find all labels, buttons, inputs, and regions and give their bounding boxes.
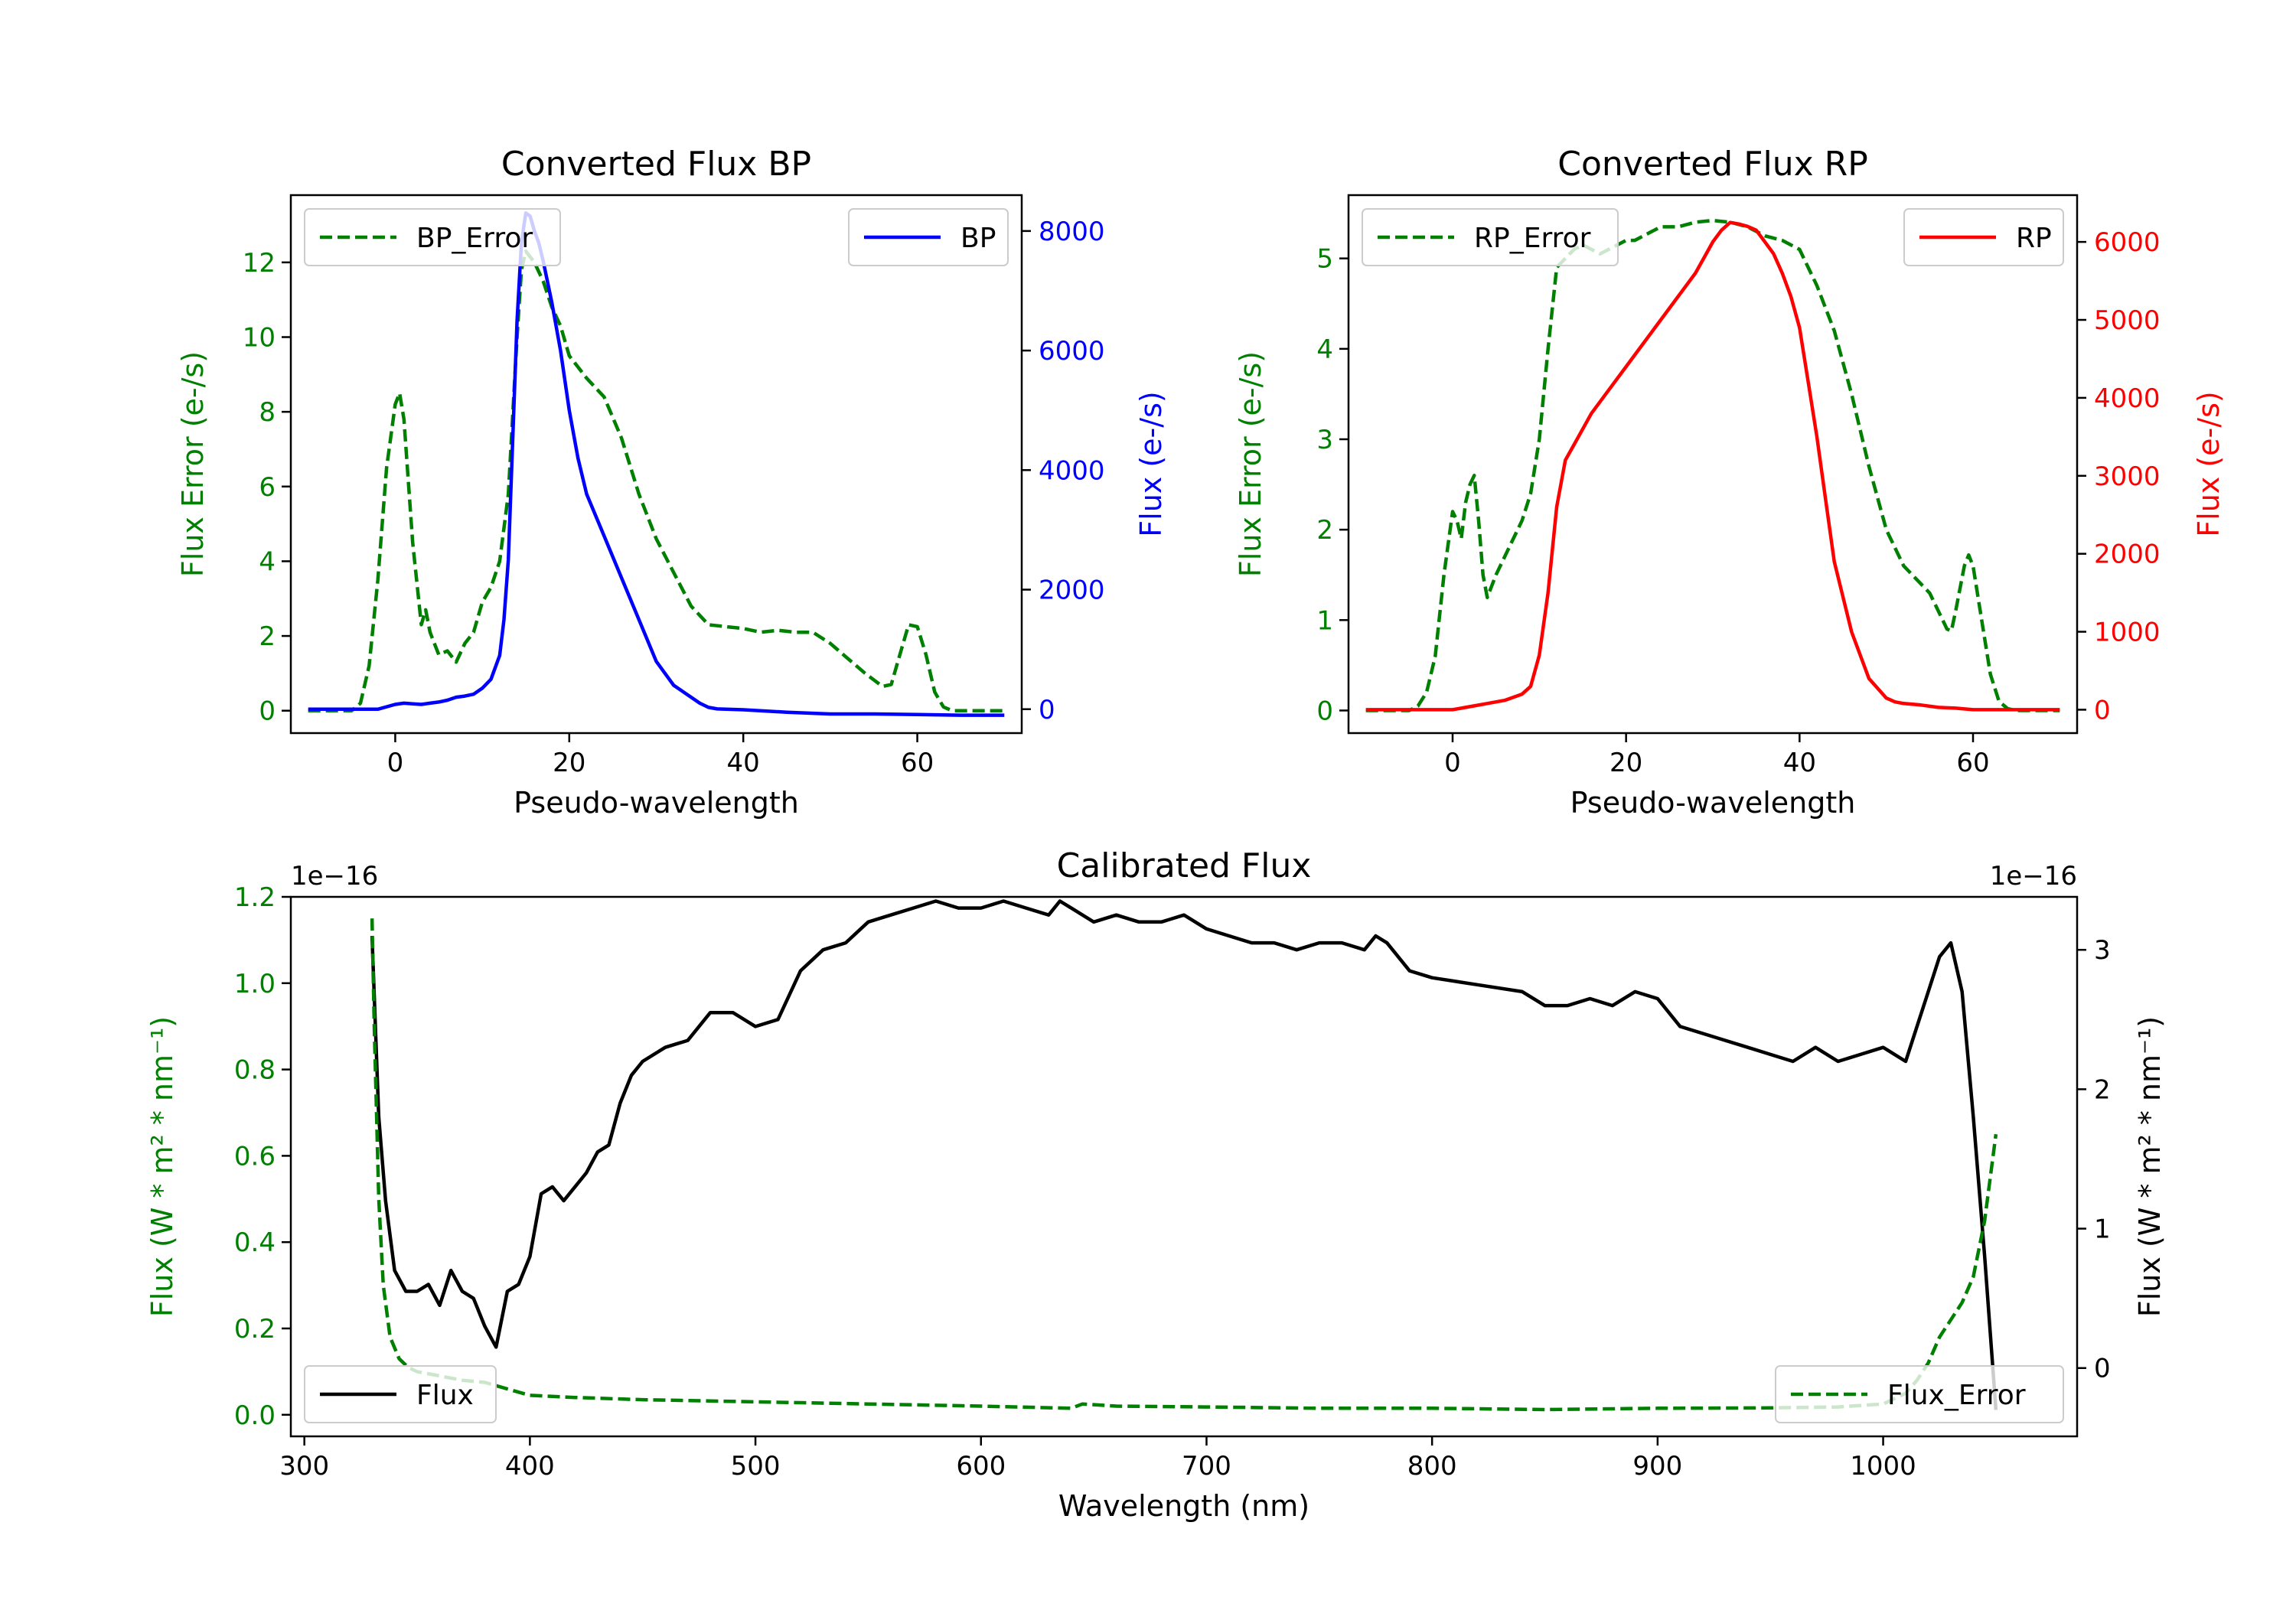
- y-left-tick-label: 0.4: [234, 1227, 276, 1258]
- y-left-axis-label: Flux (W * m² * nm⁻¹): [145, 1016, 179, 1317]
- y-right-tick-label: 6000: [2094, 227, 2161, 258]
- y-left-tick-label: 0: [259, 696, 276, 727]
- legend-upper-left: RP_Error: [1362, 208, 1619, 266]
- y-right-tick-label: 4000: [1039, 455, 1105, 486]
- x-tick-label: 700: [1182, 1451, 1231, 1482]
- legend-lower-right: Flux_Error: [1775, 1365, 2064, 1423]
- y-right-tick-label: 0: [2094, 1354, 2111, 1384]
- y-left-tick-label: 1.0: [234, 969, 276, 999]
- x-tick-label: 0: [1444, 748, 1461, 778]
- y-right-axis-label: Flux (W * m² * nm⁻¹): [2133, 1016, 2167, 1317]
- y-left-tick-label: 6: [259, 472, 276, 503]
- x-tick-label: 1000: [1850, 1451, 1916, 1482]
- y-right-axis-label: Flux (e-/s): [1134, 391, 1168, 536]
- legend-upper-right: BP: [848, 208, 1009, 266]
- chart-converted-flux-bp: 0 20 40 60 0 2 4 6 8 10 12 0 2000 4000 6000 8000 Convert…: [176, 145, 1168, 820]
- series-line-rp-error: [1365, 218, 2060, 712]
- x-tick-label: 0: [387, 748, 404, 778]
- plot-frame: [1347, 194, 2079, 735]
- y-left-tick-label: 8: [259, 397, 276, 428]
- x-axis-label: Pseudo-wavelength: [1570, 786, 1856, 820]
- plot-frame: [289, 895, 2079, 1438]
- x-tick-label: 500: [731, 1451, 781, 1482]
- x-tick-label: 900: [1632, 1451, 1682, 1482]
- y-right-tick-label: 3: [2094, 935, 2111, 966]
- y-left-axis-label: Flux Error (e-/s): [176, 351, 210, 577]
- y-left-tick-label: 0.6: [234, 1141, 276, 1172]
- y-left-tick-label: 4: [1316, 334, 1333, 365]
- y-left-tick-label: 0.8: [234, 1055, 276, 1086]
- chart-converted-flux-rp: 0 20 40 60 0 1 2 3 4 5 0 1000 2000 3000 4000 5000 6000 Co…: [1234, 145, 2226, 820]
- y-right-tick-label: 1000: [2094, 618, 2161, 648]
- y-left-axis-label: Flux Error (e-/s): [1234, 351, 1267, 577]
- y-right-tick-label: 0: [2094, 695, 2111, 725]
- y-right-tick-label: 6000: [1039, 336, 1105, 367]
- y-left-tick-label: 1.2: [234, 882, 276, 913]
- legend-box: [1775, 1365, 2064, 1423]
- legend-lower-left: Flux: [304, 1365, 497, 1423]
- x-tick-label: 40: [727, 748, 760, 778]
- y-left-tick-label: 2: [1316, 515, 1333, 546]
- x-tick-label: 20: [1609, 748, 1642, 778]
- x-axis-label: Wavelength (nm): [1058, 1489, 1309, 1523]
- legend-label: RP: [2016, 223, 2052, 254]
- y-left-tick-label: 1: [1316, 605, 1333, 636]
- x-tick-label: 60: [901, 748, 934, 778]
- legend-box: [304, 208, 561, 266]
- series-line-flux: [370, 899, 1998, 1410]
- y-left-tick-label: 12: [243, 248, 276, 279]
- chart-title: Converted Flux BP: [501, 145, 811, 184]
- y-left-offset-label: 1e−16: [291, 861, 378, 892]
- y-left-tick-label: 4: [259, 546, 276, 577]
- y-right-tick-label: 2000: [1039, 575, 1105, 606]
- legend-label: Flux_Error: [1887, 1380, 2026, 1411]
- x-tick-label: 60: [1956, 748, 1989, 778]
- legend-box: [304, 1365, 497, 1423]
- plot-frame: [289, 194, 1023, 735]
- y-left-tick-label: 0.2: [234, 1314, 276, 1345]
- y-right-tick-label: 3000: [2094, 461, 2161, 492]
- x-tick-label: 800: [1407, 1451, 1457, 1482]
- y-right-axis-label: Flux (e-/s): [2192, 391, 2226, 536]
- y-right-tick-label: 2000: [2094, 539, 2161, 570]
- legend-label: BP_Error: [416, 223, 533, 254]
- y-right-offset-label: 1e−16: [1990, 861, 2077, 892]
- x-axis-label: Pseudo-wavelength: [514, 786, 799, 820]
- legend-upper-right: RP: [1903, 208, 2064, 266]
- y-right-tick-label: 0: [1039, 695, 1055, 725]
- chart-title: Calibrated Flux: [1057, 846, 1312, 885]
- y-left-tick-label: 0: [1316, 696, 1333, 726]
- chart-title: Converted Flux RP: [1557, 145, 1868, 184]
- x-tick-label: 300: [279, 1451, 329, 1482]
- y-left-tick-label: 5: [1316, 244, 1333, 275]
- legend-box: [1362, 208, 1619, 266]
- y-right-tick-label: 1: [2094, 1214, 2111, 1245]
- x-tick-label: 40: [1783, 748, 1816, 778]
- legend-label: Flux: [416, 1380, 474, 1411]
- y-left-tick-label: 10: [243, 323, 276, 354]
- x-tick-label: 20: [553, 748, 585, 778]
- legend-upper-left: BP_Error: [304, 208, 561, 266]
- y-left-tick-label: 2: [259, 621, 276, 652]
- y-right-tick-label: 4000: [2094, 383, 2161, 414]
- y-right-tick-label: 8000: [1039, 217, 1105, 247]
- legend-label: BP: [960, 223, 996, 254]
- y-right-tick-label: 2: [2094, 1074, 2111, 1105]
- x-tick-label: 400: [505, 1451, 555, 1482]
- y-right-tick-label: 5000: [2094, 305, 2161, 336]
- series-line-bp-error: [308, 249, 1005, 712]
- x-tick-label: 600: [956, 1451, 1006, 1482]
- chart-calibrated-flux: 300 400 500 600 700 800 900 1000 0.0 0.2 0.4 0.6 0.8…: [145, 846, 2167, 1523]
- series-line-rp: [1365, 220, 2060, 712]
- y-left-tick-label: 3: [1316, 425, 1333, 455]
- legend-label: RP_Error: [1474, 223, 1591, 254]
- y-left-tick-label: 0.0: [234, 1400, 276, 1431]
